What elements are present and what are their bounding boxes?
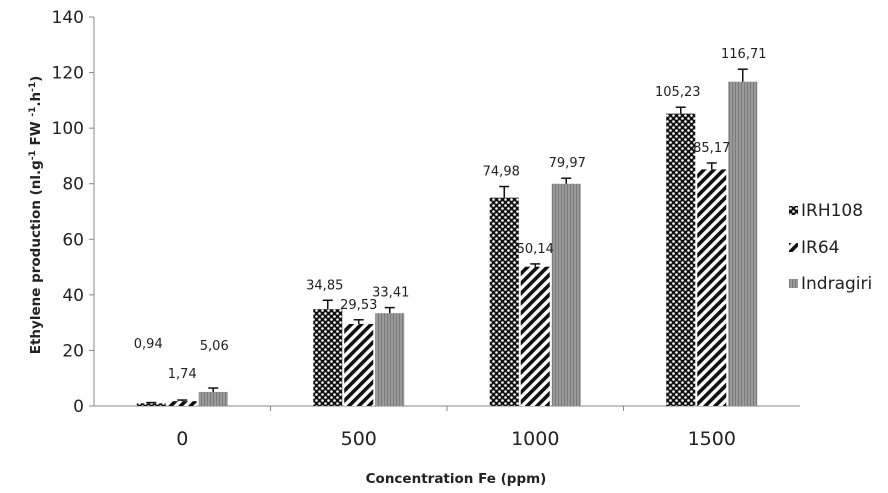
y-axis-label: Ethylene production (nl.g-1 FW -1.h-1) [28, 76, 44, 355]
data-label: 29,53 [340, 298, 377, 313]
data-label: 74,98 [483, 165, 520, 180]
y-tick-label: 100 [52, 119, 84, 139]
legend-swatch [789, 206, 798, 215]
bar-ir64 [167, 401, 197, 406]
error-bars [146, 68, 748, 404]
y-tick-label: 40 [62, 286, 84, 306]
axes: 0 20 40 60 80 100 120 140 0 500 1000 1500 [52, 8, 800, 450]
bar-ir64 [344, 323, 374, 406]
legend-entry: Indragiri [801, 274, 872, 294]
bar-irh108 [489, 197, 519, 406]
y-tick-label: 80 [62, 175, 84, 195]
bars [136, 81, 758, 407]
data-label: 85,17 [693, 141, 730, 156]
bar-irh108 [136, 403, 166, 406]
legend-entry: IR64 [801, 238, 839, 258]
bar-indragiri [728, 81, 758, 407]
data-label: 5,06 [200, 339, 229, 354]
y-tick-label: 120 [52, 64, 84, 84]
legend-entry: IRH108 [801, 201, 863, 221]
x-tick-label: 0 [176, 428, 188, 450]
y-tick-label: 140 [52, 8, 84, 28]
data-label: 105,23 [655, 85, 701, 100]
bar-indragiri [375, 313, 405, 406]
x-tick-label: 500 [341, 428, 377, 450]
data-label: 1,74 [168, 367, 197, 382]
legend: IRH108 IR64 Indragiri [789, 201, 872, 294]
legend-swatch [789, 279, 798, 288]
data-label: 116,71 [721, 47, 767, 62]
bar-ir64 [520, 266, 550, 406]
bar-ir64 [697, 169, 727, 406]
data-label: 0,94 [134, 337, 163, 352]
bar-irh108 [666, 113, 696, 406]
data-label: 34,85 [306, 278, 343, 293]
y-tick-label: 60 [62, 230, 84, 250]
x-tick-label: 1000 [511, 428, 559, 450]
legend-swatch [789, 243, 798, 252]
bar-indragiri [198, 391, 228, 406]
data-label: 50,14 [517, 242, 554, 257]
bar-irh108 [313, 309, 343, 406]
y-tick-label: 20 [62, 341, 84, 361]
x-axis-label: Concentration Fe (ppm) [366, 471, 547, 487]
bar-indragiri [551, 183, 581, 406]
data-label: 33,41 [372, 286, 409, 301]
data-label: 79,97 [549, 156, 586, 171]
x-tick-label: 1500 [688, 428, 736, 450]
y-tick-label: 0 [73, 397, 84, 417]
